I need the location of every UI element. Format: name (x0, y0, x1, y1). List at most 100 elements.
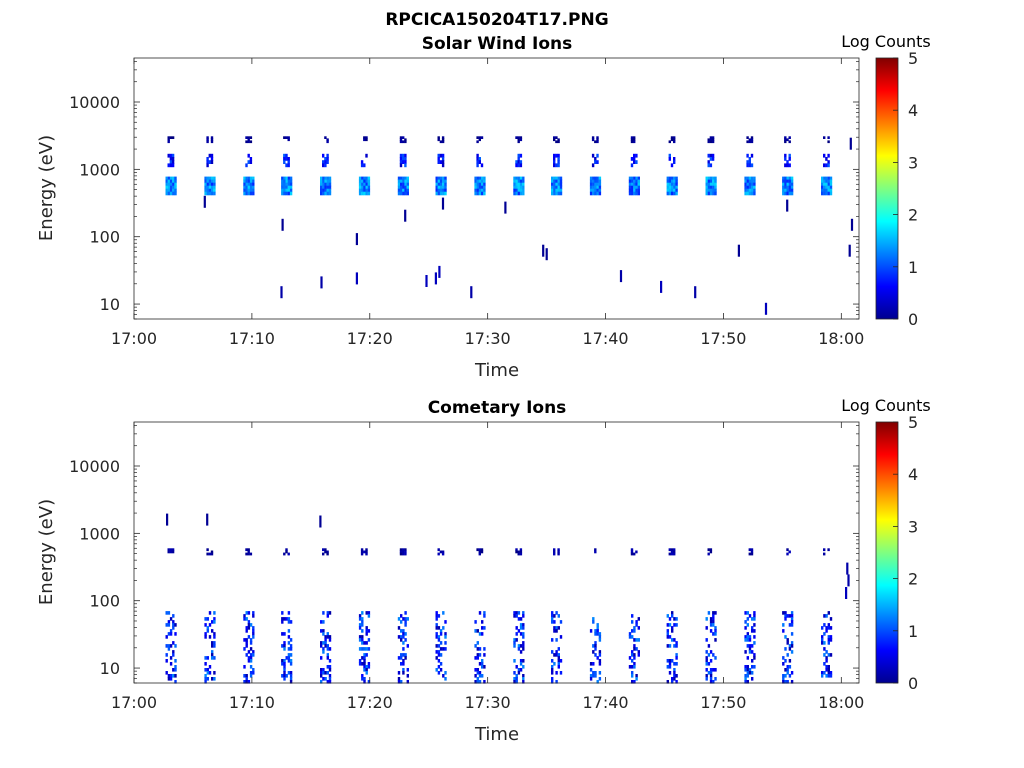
data-cell (483, 626, 486, 630)
data-cell (753, 653, 756, 657)
data-cell (437, 650, 441, 654)
data-cell (666, 635, 669, 639)
data-cell (635, 647, 638, 651)
data-cell (247, 626, 251, 630)
data-cell (746, 153, 749, 158)
data-cell (358, 635, 362, 639)
data-cell (519, 182, 523, 187)
data-cell (555, 611, 558, 615)
data-cell (673, 136, 676, 139)
data-cell (287, 641, 291, 645)
data-cell (210, 552, 214, 556)
data-cell (555, 185, 558, 190)
data-cell (522, 185, 525, 190)
data-cell (744, 611, 747, 615)
data-cell (825, 179, 828, 184)
data-cell (675, 680, 678, 684)
data-cell (400, 179, 403, 184)
data-cell (557, 185, 560, 190)
data-cell (435, 188, 438, 193)
data-cell (439, 153, 443, 158)
data-cell (790, 176, 794, 181)
data-cell (281, 611, 284, 615)
data-cell (476, 647, 479, 651)
data-cell (328, 176, 332, 181)
data-cell (328, 647, 332, 651)
data-cell (367, 614, 371, 618)
data-cell (788, 623, 792, 627)
data-cell (707, 191, 711, 196)
data-cell (517, 550, 520, 554)
panel-cometary: Cometary Ions 17:00 17:10 17:20 17:30 17:40 1… (36, 396, 931, 745)
data-cell (174, 623, 177, 627)
data-cell (404, 656, 407, 660)
data-cell (782, 182, 785, 187)
data-cell (283, 136, 286, 139)
data-cell (517, 182, 521, 187)
data-cell (283, 659, 286, 663)
data-cell (748, 644, 752, 648)
axes-frame (133, 57, 860, 320)
data-cell (673, 638, 676, 642)
data-cell (557, 176, 560, 181)
data-cell (748, 157, 751, 161)
data-cell (287, 188, 291, 193)
data-cell (784, 182, 787, 187)
data-cell (784, 617, 787, 621)
data-cell (594, 674, 597, 678)
data-cell (402, 629, 405, 633)
data-point (470, 286, 473, 299)
data-cell (827, 140, 830, 144)
data-cell (557, 552, 560, 556)
data-cell (441, 163, 445, 168)
data-cell (825, 674, 828, 678)
axes-frame (133, 421, 860, 684)
data-cell (169, 662, 173, 666)
data-cell (673, 552, 676, 556)
y-tick-label: 10000 (69, 93, 120, 112)
data-cell (289, 674, 293, 678)
data-cell (165, 191, 168, 196)
data-cell (165, 623, 168, 627)
data-cell (289, 179, 293, 184)
data-cell (790, 179, 794, 184)
data-cell (631, 188, 634, 193)
data-point (847, 574, 850, 587)
data-cell (633, 182, 636, 187)
data-cell (322, 650, 325, 654)
data-cell (476, 157, 479, 161)
data-point (320, 276, 323, 289)
data-cell (404, 550, 407, 554)
data-cell (204, 632, 207, 636)
data-cell (637, 188, 640, 193)
data-cell (788, 179, 792, 184)
data-cell (287, 656, 291, 660)
data-cell (784, 614, 787, 618)
data-point (166, 513, 169, 526)
data-cell (169, 548, 173, 552)
data-cell (169, 629, 173, 633)
data-cell (399, 157, 403, 161)
data-cell (281, 191, 284, 196)
data-cell (169, 677, 173, 681)
data-cell (245, 179, 248, 184)
data-cell (287, 635, 291, 639)
data-cell (174, 668, 177, 672)
data-cell (437, 659, 441, 663)
data-cell (748, 614, 752, 618)
data-cell (211, 629, 214, 633)
data-cell (213, 176, 216, 181)
data-cell (402, 179, 405, 184)
data-cell (172, 179, 175, 184)
data-cell (559, 620, 563, 624)
data-cell (281, 185, 284, 190)
data-cell (406, 617, 409, 621)
plot-area-solar-wind (134, 58, 859, 319)
data-cell (169, 182, 173, 187)
data-cell (252, 614, 255, 618)
data-cell (404, 176, 407, 181)
data-point (281, 218, 284, 231)
data-cell (165, 188, 168, 193)
data-cell (483, 191, 486, 196)
data-cell (827, 548, 830, 552)
